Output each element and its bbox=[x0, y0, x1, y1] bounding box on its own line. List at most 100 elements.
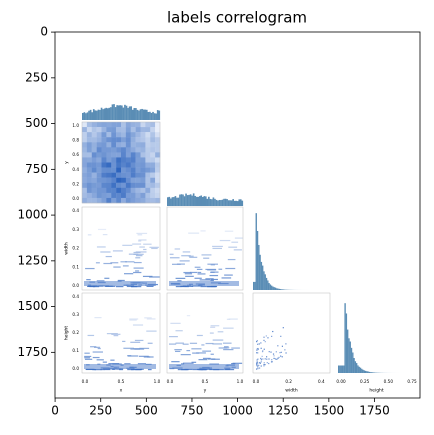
hist-bin bbox=[128, 106, 131, 120]
heat-cell bbox=[116, 177, 122, 183]
heat-cell bbox=[106, 127, 112, 133]
density-streak bbox=[207, 269, 217, 271]
density-streak bbox=[117, 279, 125, 282]
density-point bbox=[258, 367, 261, 369]
hist-bin bbox=[113, 104, 115, 120]
hist-bin bbox=[205, 196, 207, 206]
density-point bbox=[260, 361, 262, 363]
heat-cell bbox=[135, 167, 141, 173]
heat-cell bbox=[91, 162, 97, 168]
density-streak bbox=[147, 368, 152, 371]
heat-cell bbox=[101, 122, 107, 128]
density-point bbox=[276, 358, 278, 360]
density-streak bbox=[218, 268, 223, 270]
heat-cell bbox=[130, 127, 136, 133]
density-point bbox=[256, 359, 258, 361]
inner-y-tick: 0.4 bbox=[72, 294, 79, 299]
hist-bin bbox=[238, 199, 241, 206]
density-streak bbox=[106, 333, 118, 335]
density-point bbox=[257, 347, 259, 350]
hist-bin bbox=[208, 196, 210, 206]
heat-cell bbox=[145, 162, 151, 168]
density-streak bbox=[210, 326, 216, 328]
heat-cell bbox=[86, 182, 92, 189]
density-point bbox=[258, 343, 260, 345]
heat-cell bbox=[96, 197, 102, 204]
density-band bbox=[169, 281, 239, 286]
hist-bin bbox=[88, 110, 90, 120]
density-streak bbox=[132, 243, 142, 245]
density-streak bbox=[134, 339, 144, 342]
density-streak bbox=[199, 279, 211, 281]
heat-cell bbox=[86, 157, 92, 163]
heat-cell bbox=[125, 167, 131, 173]
heat-cell bbox=[121, 152, 127, 158]
heat-cell bbox=[116, 127, 122, 133]
heat-cell bbox=[140, 167, 146, 173]
heat-cell bbox=[86, 197, 92, 204]
density-point bbox=[265, 335, 267, 337]
density-streak bbox=[226, 318, 231, 320]
hist-bin bbox=[139, 109, 142, 120]
density-streak bbox=[136, 232, 148, 235]
heat-cell bbox=[96, 152, 102, 158]
heat-cell bbox=[82, 147, 88, 153]
density-streak bbox=[126, 285, 134, 288]
heat-cell bbox=[150, 137, 156, 143]
inner-x-tick: 1.0 bbox=[154, 379, 161, 384]
heat-cell bbox=[111, 147, 117, 153]
hist-bin bbox=[209, 198, 212, 206]
hist-bin bbox=[108, 107, 111, 120]
density-streak bbox=[151, 247, 158, 250]
hist-bin bbox=[277, 288, 279, 290]
heat-cell bbox=[130, 142, 136, 148]
hist-bin bbox=[364, 370, 367, 373]
hist-bin bbox=[86, 112, 89, 120]
hist-bin bbox=[99, 109, 101, 120]
inner-x-tick: 0.4 bbox=[318, 379, 325, 384]
density-point bbox=[257, 362, 259, 364]
hist-bin bbox=[121, 105, 123, 120]
heat-cell bbox=[155, 197, 161, 204]
inner-y-tick: 0.2 bbox=[72, 246, 79, 251]
density-streak bbox=[210, 279, 214, 282]
heat-cell bbox=[130, 122, 136, 128]
hist-bin bbox=[94, 110, 97, 120]
inner-y-tick: 0.3 bbox=[72, 227, 79, 232]
density-streak bbox=[183, 271, 192, 274]
hist-bin bbox=[281, 289, 283, 290]
hist-bin bbox=[260, 261, 263, 290]
density-streak bbox=[189, 342, 198, 344]
density-streak bbox=[221, 277, 232, 279]
heat-cell bbox=[91, 157, 97, 163]
heat-cell bbox=[111, 127, 117, 133]
density-streak bbox=[175, 285, 182, 288]
hist-bin bbox=[130, 106, 133, 120]
density-streak bbox=[212, 245, 223, 248]
heat-cell bbox=[140, 177, 146, 183]
inner-y-tick: 0.0 bbox=[72, 366, 79, 371]
density-point bbox=[270, 351, 272, 353]
density-streak bbox=[113, 266, 121, 268]
heat-cell bbox=[111, 177, 117, 183]
heat-cell bbox=[86, 142, 92, 148]
heat-cell bbox=[121, 187, 127, 194]
heat-cell bbox=[145, 167, 151, 173]
heat-cell bbox=[91, 182, 97, 189]
density-streak bbox=[181, 255, 191, 257]
density-point bbox=[260, 359, 263, 361]
hist-bin bbox=[212, 197, 215, 206]
density-streak bbox=[146, 330, 157, 332]
heat-cell bbox=[121, 172, 127, 178]
heat-cell bbox=[130, 152, 136, 158]
heat-cell bbox=[116, 187, 122, 194]
density-streak bbox=[175, 342, 184, 344]
heat-cell bbox=[91, 122, 97, 128]
hist-bin bbox=[114, 107, 117, 120]
heat-cell bbox=[101, 197, 107, 204]
density-streak bbox=[135, 257, 141, 259]
hist-bin bbox=[103, 108, 106, 120]
density-point bbox=[263, 339, 265, 341]
hist-bin bbox=[183, 196, 186, 206]
hist-bin bbox=[131, 109, 134, 120]
